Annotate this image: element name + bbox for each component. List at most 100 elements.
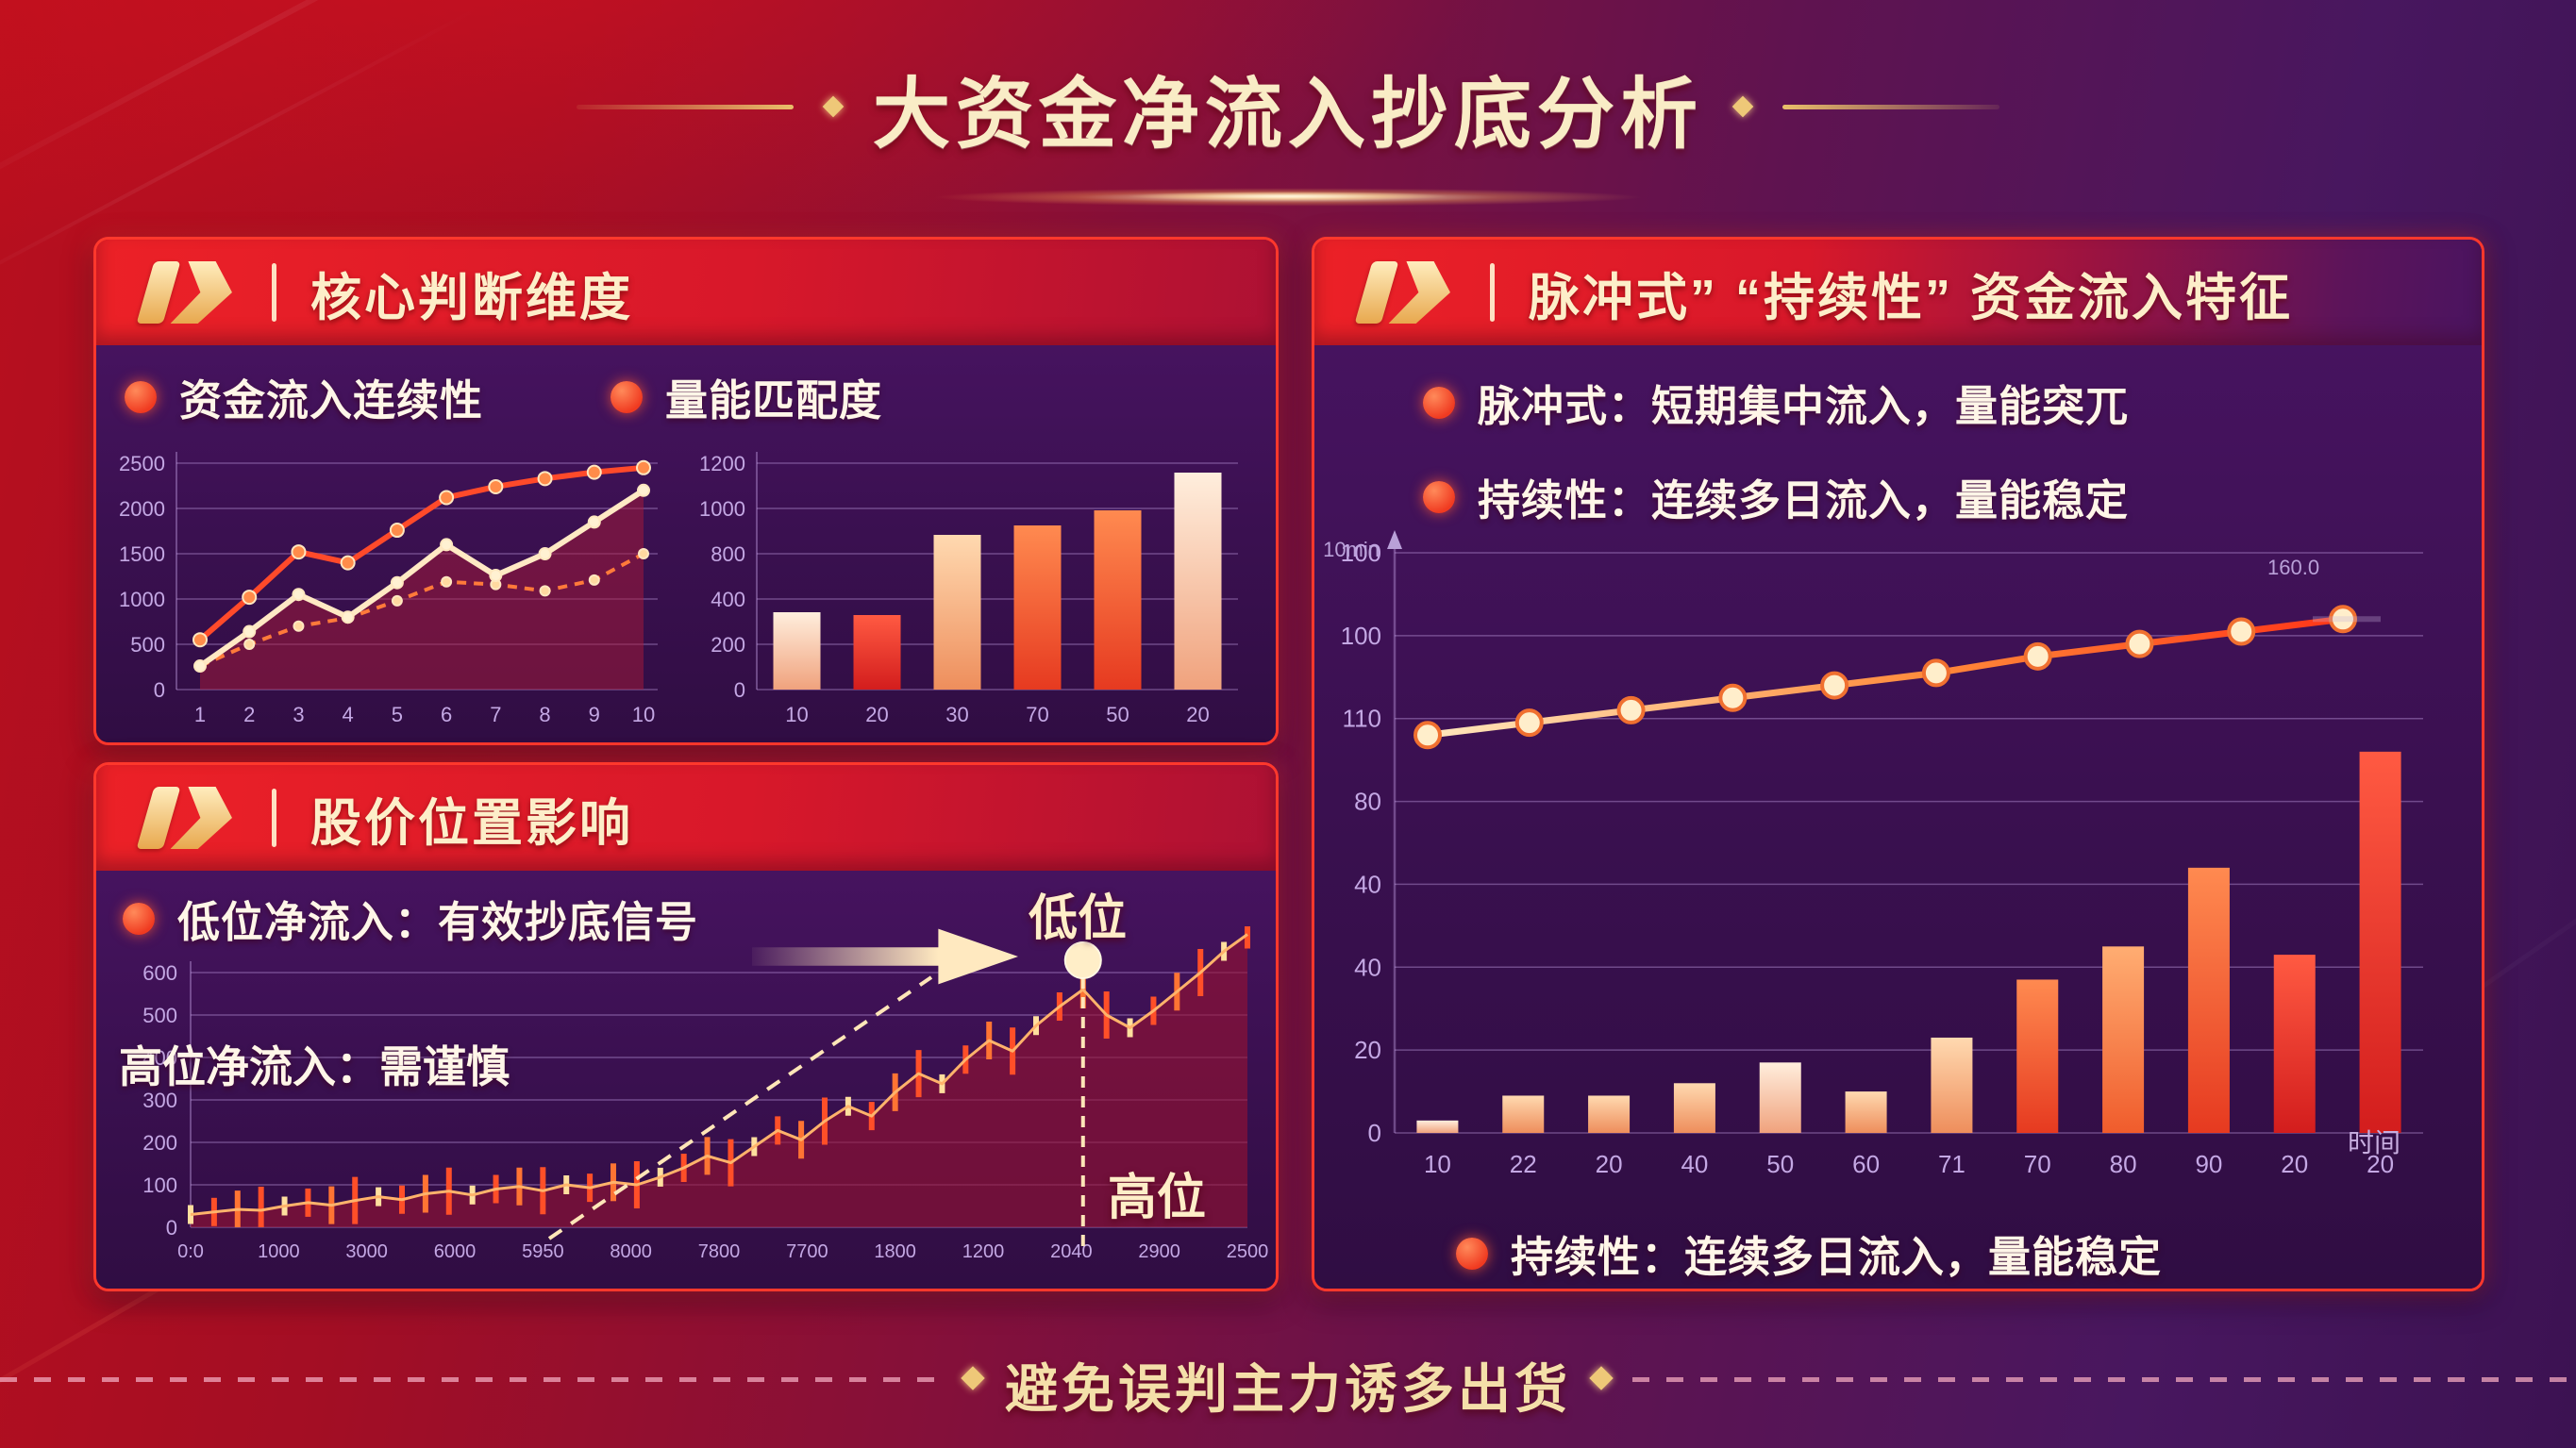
panel-inflow-pattern: 脉冲式” “持续性” 资金流入特征 脉冲式：短期集中流入，量能突兀 持续性：连续… — [1312, 237, 2484, 1291]
svg-text:100: 100 — [1341, 622, 1381, 650]
bullet-volume-label: 量能匹配度 — [665, 376, 883, 424]
svg-text:71: 71 — [1938, 1150, 1965, 1178]
svg-text:7: 7 — [490, 703, 501, 726]
title-decor-line-right — [1782, 104, 1999, 109]
main-title-row: 大资金净流入抄底分析 — [0, 55, 2576, 158]
svg-text:8: 8 — [539, 703, 550, 726]
panel-position-body: 低位净流入：有效抄底信号 600 500 400 300 200 100 0 0:0 1000 3… — [96, 871, 1276, 1289]
svg-text:1200: 1200 — [699, 452, 745, 475]
svg-text:7800: 7800 — [698, 1241, 741, 1262]
svg-text:20: 20 — [1186, 703, 1209, 726]
svg-text:70: 70 — [2024, 1150, 2051, 1178]
continuity-line-chart: 2500 2000 1500 1000 500 0 1 2 3 4 5 6 7 8 9 10 — [106, 435, 672, 732]
bullet-dot-icon — [1423, 386, 1455, 419]
svg-text:3000: 3000 — [345, 1241, 388, 1262]
svg-text:6000: 6000 — [434, 1241, 477, 1262]
panel-position-header: 股价位置影响 — [96, 765, 1276, 871]
marker-low-label: 低位 — [1029, 891, 1128, 946]
note-high-inflow: 高位净流入：需谨慎 — [119, 1042, 510, 1091]
svg-text:0: 0 — [154, 678, 165, 702]
svg-text:20: 20 — [2367, 1150, 2394, 1178]
svg-text:500: 500 — [142, 1004, 177, 1027]
svg-text:5: 5 — [392, 703, 403, 726]
svg-text:20: 20 — [1354, 1036, 1381, 1064]
svg-text:800: 800 — [711, 542, 745, 566]
header-separator — [272, 789, 276, 847]
svg-text:1500: 1500 — [119, 542, 165, 566]
svg-text:400: 400 — [711, 588, 745, 611]
volume-bar-chart: 1200 1000 800 400 200 0 10 20 30 70 50 20 — [686, 435, 1252, 732]
svg-text:6: 6 — [441, 703, 452, 726]
panel-pattern-header: 脉冲式” “持续性” 资金流入特征 — [1314, 240, 2482, 345]
panel-core-header: 核心判断维度 — [96, 240, 1276, 345]
svg-text:1200: 1200 — [962, 1241, 1005, 1262]
svg-text:40: 40 — [1354, 953, 1381, 981]
svg-text:7700: 7700 — [786, 1241, 828, 1262]
bullet-continuity: 资金流入连续性 — [125, 366, 483, 427]
title-decor-line-left — [576, 104, 794, 109]
bullet-pulse: 脉冲式：短期集中流入，量能突兀 — [1423, 372, 2129, 433]
svg-text:2900: 2900 — [1138, 1241, 1180, 1262]
header-separator — [1490, 263, 1495, 322]
svg-text:9: 9 — [589, 703, 600, 726]
price-candle-chart: 600 500 400 300 200 100 0 0:0 1000 3000 6000 5950 80… — [106, 923, 1272, 1289]
svg-text:5950: 5950 — [522, 1241, 564, 1262]
chevron-arrows-icon — [1354, 261, 1460, 324]
bullet-sustain: 持续性：连续多日流入，量能稳定 — [1423, 466, 2129, 527]
svg-text:80: 80 — [1354, 788, 1381, 816]
svg-text:3: 3 — [293, 703, 304, 726]
svg-text:40: 40 — [1681, 1150, 1708, 1178]
svg-text:400: 400 — [142, 1046, 177, 1070]
footer-banner: 避免误判主力诱多出货 — [0, 1347, 2576, 1419]
svg-text:2500: 2500 — [1227, 1241, 1269, 1262]
svg-text:50: 50 — [1766, 1150, 1794, 1178]
bullet-sustain-bottom-label: 持续性：连续多日流入，量能稳定 — [1511, 1233, 2163, 1281]
svg-text:110: 110 — [1343, 705, 1381, 733]
pattern-combo-chart: 100 100 110 80 40 40 20 0 10min 10 22 20 40 50 60 71 70 8… — [1324, 529, 2477, 1190]
svg-text:80: 80 — [2110, 1150, 2137, 1178]
svg-text:1000: 1000 — [699, 497, 745, 521]
panel-price-position: 股价位置影响 低位净流入：有效抄底信号 600 500 400 300 200 100 0 0… — [93, 762, 1279, 1291]
footer-diamond-left — [961, 1366, 985, 1390]
svg-text:160.0: 160.0 — [2267, 556, 2319, 579]
bullet-pulse-label: 脉冲式：短期集中流入，量能突兀 — [1478, 382, 2130, 430]
svg-text:8000: 8000 — [610, 1241, 652, 1262]
svg-text:0: 0 — [1368, 1119, 1381, 1147]
svg-text:200: 200 — [142, 1131, 177, 1155]
title-glow-core — [1128, 191, 1448, 201]
svg-text:20: 20 — [1596, 1150, 1623, 1178]
bullet-dot-icon — [611, 380, 643, 413]
svg-text:20: 20 — [865, 703, 888, 726]
svg-text:1000: 1000 — [258, 1241, 300, 1262]
svg-text:1: 1 — [194, 703, 206, 726]
panel-position-title: 股价位置影响 — [310, 794, 633, 852]
svg-text:100: 100 — [142, 1173, 177, 1197]
title-decor-dot-right — [1731, 95, 1754, 118]
svg-text:10: 10 — [785, 703, 808, 726]
panel-core-dimensions: 核心判断维度 资金流入连续性 量能匹配度 2500 2000 1500 1000 500… — [93, 237, 1279, 745]
svg-text:10min: 10min — [1324, 538, 1380, 561]
bullet-low-inflow: 低位净流入：有效抄底信号 — [123, 888, 698, 949]
footer-dash-line-right — [1632, 1377, 2576, 1382]
svg-text:4: 4 — [343, 703, 354, 726]
svg-text:1800: 1800 — [874, 1241, 916, 1262]
bullet-dot-icon — [125, 380, 157, 413]
bullet-dot-icon — [1456, 1237, 1488, 1270]
svg-text:2500: 2500 — [119, 452, 165, 475]
panel-core-title: 核心判断维度 — [310, 269, 633, 326]
bullet-sustain-label: 持续性：连续多日流入，量能稳定 — [1478, 476, 2130, 524]
svg-text:60: 60 — [1852, 1150, 1880, 1178]
svg-text:0:0: 0:0 — [177, 1241, 204, 1262]
title-decor-dot-left — [822, 95, 845, 118]
bullet-low-inflow-label: 低位净流入：有效抄底信号 — [177, 898, 699, 946]
svg-text:70: 70 — [1026, 703, 1048, 726]
svg-text:10: 10 — [1424, 1150, 1451, 1178]
svg-text:时间: 时间 — [2348, 1128, 2400, 1157]
marker-high-label: 高位 — [1108, 1171, 1207, 1225]
panel-pattern-title: 脉冲式” “持续性” 资金流入特征 — [1529, 269, 2294, 326]
svg-text:2: 2 — [243, 703, 255, 726]
footer-diamond-right — [1589, 1366, 1614, 1390]
chevron-arrows-icon — [136, 787, 242, 849]
svg-text:22: 22 — [1510, 1150, 1537, 1178]
